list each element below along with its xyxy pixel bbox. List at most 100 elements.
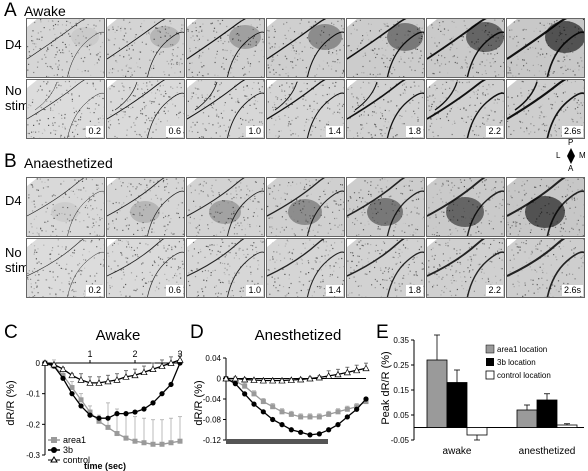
image-tile (426, 18, 505, 78)
data-point-area1 (307, 414, 313, 420)
data-point-area1 (270, 404, 276, 410)
data-point-area1 (298, 414, 304, 420)
legend-label-3b-location: 3b location (497, 358, 536, 367)
data-point-3b (150, 400, 156, 406)
image-tile (266, 18, 345, 78)
chart-c-ylabel: dR/R (%) (5, 380, 17, 425)
data-point-3b (168, 381, 174, 388)
row-label-nostim-anaesthetized: No stim (5, 245, 29, 275)
data-point-area1 (260, 399, 266, 405)
timestamp-label: 2.2 (486, 126, 503, 137)
y-tick-label: 0 (217, 375, 222, 384)
legend-swatch-control-location (485, 370, 495, 380)
y-tick-label: -0.2 (26, 420, 40, 429)
compass-p: P (568, 138, 574, 147)
series-control (41, 353, 184, 386)
legend-item-control-location: control location (485, 370, 551, 380)
panel-letter-b: B (4, 151, 17, 172)
data-point-area1 (316, 414, 322, 420)
data-point-area1 (123, 435, 129, 441)
stimulus-bar (226, 439, 328, 444)
row-label-stim: stim (5, 98, 29, 113)
data-point-control (231, 374, 239, 382)
data-point-3b (114, 411, 120, 417)
data-point-control (334, 370, 342, 378)
image-tile (346, 177, 425, 237)
data-point-3b (260, 409, 266, 415)
image-tile (26, 177, 105, 237)
data-point-3b (326, 427, 332, 433)
data-point-area1 (242, 383, 248, 389)
timestamp-label: 0.6 (166, 126, 183, 137)
chart-d: Anesthetized dR/R (%) 0.04 0 -0.04 -0.08 -0.… (193, 327, 370, 445)
chart-c-title: Awake (96, 327, 141, 344)
series-area1 (42, 359, 183, 447)
legend-item-area1-location: area1 location (485, 344, 547, 354)
data-point-3b (78, 403, 84, 409)
series-area1 (223, 376, 369, 420)
data-point-control (297, 375, 305, 383)
bar-awake-1 (446, 382, 468, 428)
y-tick-label: 0.04 (205, 354, 221, 363)
data-point-control (140, 368, 148, 376)
chart-c-xlabel: time (sec) (84, 461, 126, 471)
image-tile: 1.4 (266, 238, 345, 298)
data-point-control (287, 376, 295, 383)
legend-label-control-location: control location (497, 371, 551, 380)
bar-anesthetized-2 (556, 424, 578, 428)
image-tile (506, 18, 585, 78)
y-tick-label: -0.05 (391, 436, 410, 445)
timestamp-label: 0.2 (86, 126, 103, 137)
data-point-control (41, 359, 49, 366)
data-point-control (59, 365, 67, 372)
y-tick-label: -0.3 (26, 451, 40, 460)
legend-item-control: control (48, 455, 90, 465)
chart-d-ylabel: dR/R (%) (193, 380, 205, 425)
data-point-area1 (251, 391, 257, 397)
y-tick-label: 0.05 (393, 411, 409, 420)
image-tile: 1.8 (346, 79, 425, 139)
timestamp-label: 1.8 (406, 285, 423, 296)
data-point-control (278, 376, 286, 384)
data-point-control (149, 365, 157, 372)
data-point-control (241, 375, 249, 383)
panel-letter-e: E (376, 322, 389, 343)
data-point-3b (105, 415, 111, 421)
bar-awake-0 (426, 359, 448, 428)
series-line-area1 (225, 377, 367, 418)
data-point-3b (123, 411, 129, 417)
data-point-3b (344, 414, 350, 420)
series-line-3b (44, 362, 181, 419)
legend-item-3b-location: 3b location (486, 358, 536, 367)
data-point-area1 (335, 409, 341, 415)
data-point-3b (96, 415, 102, 421)
series-line-area1 (44, 362, 181, 445)
row-label-no: No (5, 245, 22, 260)
data-point-area1 (168, 440, 174, 446)
series-line-control (226, 367, 367, 382)
data-point-3b (69, 391, 75, 397)
data-point-3b (132, 409, 138, 415)
data-point-area1 (288, 411, 294, 417)
timestamp-label: 1.0 (246, 126, 263, 137)
data-point-area1 (141, 440, 147, 446)
data-point-area1 (159, 441, 165, 447)
legend-marker-3b (51, 447, 57, 453)
data-point-3b (307, 432, 313, 438)
panel-letter-c: C (4, 322, 18, 343)
data-point-area1 (344, 406, 350, 412)
panel-b-condition: Anaesthetized (24, 155, 113, 171)
data-point-control (306, 374, 314, 382)
image-tile (346, 18, 425, 78)
legend-label-area1: area1 (63, 435, 86, 445)
image-tile (106, 18, 185, 78)
image-tile: 1.0 (186, 79, 265, 139)
timestamp-label: 1.8 (406, 126, 423, 137)
x-tick-label: 1 (87, 349, 92, 359)
chart-c: Awake dR/R (%) time (sec) 0 -0.1 -0.2 -0.3 1… (5, 327, 184, 471)
y-tick-label: -0.04 (203, 395, 222, 404)
data-point-3b (270, 416, 276, 423)
image-tile (506, 177, 585, 237)
image-tile: 2.2 (426, 238, 505, 298)
data-point-area1 (177, 438, 183, 444)
